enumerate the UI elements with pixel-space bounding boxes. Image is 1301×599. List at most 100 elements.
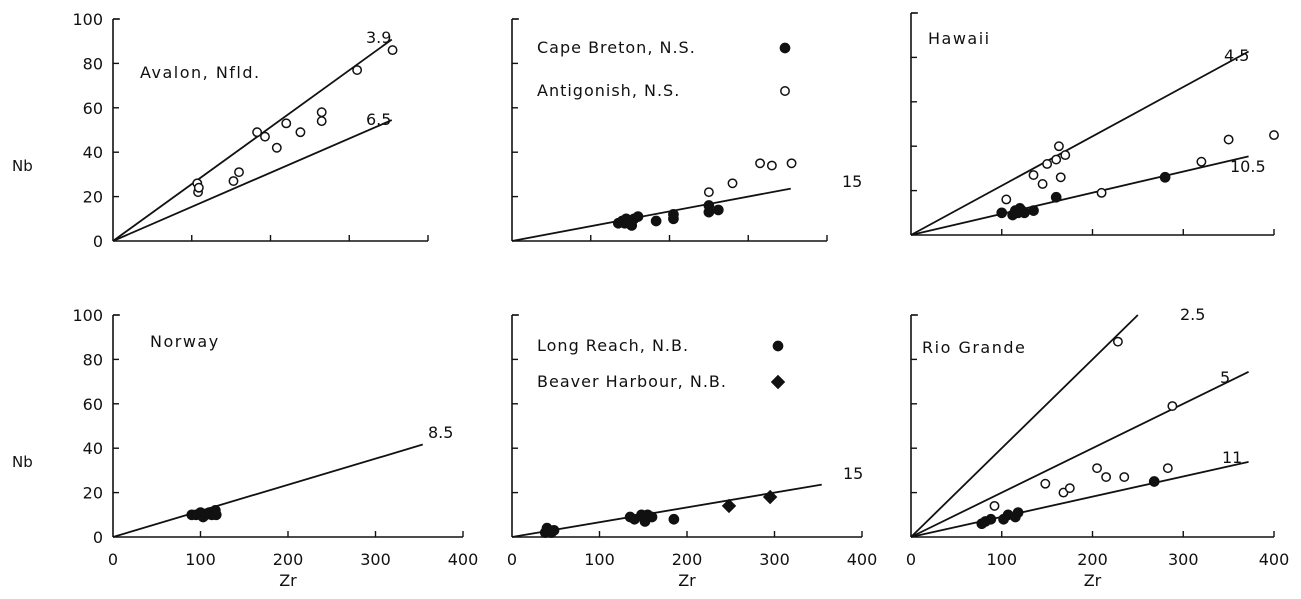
ratio-line: [112, 38, 393, 242]
ratio-line: [112, 443, 424, 538]
x-tick-label: 300: [360, 550, 391, 569]
legend-label: Beaver Harbour, N.B.: [537, 372, 727, 391]
legend-marker: [779, 42, 791, 54]
y-tick-label: 80: [83, 350, 103, 369]
data-point: [1223, 134, 1234, 145]
data-point: [650, 215, 662, 227]
x-tick-label: 200: [273, 550, 304, 569]
y-tick-label: 40: [83, 439, 103, 458]
data-point: [762, 489, 778, 505]
data-point: [703, 206, 715, 218]
data-point: [1092, 463, 1102, 474]
panel-5: 0 100 200 300 400 Zr Long Reach, N.B. Beaver Ha…: [507, 314, 878, 590]
data-point: [1019, 207, 1030, 219]
ratio-line-label: 8.5: [428, 423, 453, 442]
panel-title: Norway: [150, 332, 220, 351]
y-tick-label: 80: [83, 54, 103, 73]
ratio-line: [910, 155, 1249, 236]
legend-marker: [780, 86, 790, 96]
data-point: [1055, 172, 1066, 183]
data-point: [234, 167, 244, 178]
data-point: [352, 65, 363, 76]
data-point: [316, 107, 327, 118]
y-tick-label: 100: [72, 306, 103, 325]
panel-title: Rio Grande: [922, 338, 1026, 357]
data-point: [1042, 159, 1053, 169]
data-point: [721, 498, 737, 514]
data-point: [260, 131, 270, 142]
ratio-line-label: 10.5: [1230, 157, 1266, 176]
data-point: [1050, 191, 1062, 203]
data-point: [766, 160, 777, 171]
legend-label: Long Reach, N.B.: [537, 336, 689, 355]
data-point: [668, 209, 679, 220]
y-tick-label: 0: [93, 528, 103, 547]
legend-label: Antigonish, N.S.: [537, 81, 680, 100]
data-point: [228, 176, 239, 187]
x-tick-label: 100: [986, 550, 1017, 569]
data-point: [786, 158, 797, 169]
ratio-line-label: 4.5: [1224, 46, 1249, 65]
data-point: [548, 524, 560, 536]
data-point: [387, 45, 398, 56]
y-axis-label: Nb: [12, 157, 33, 175]
data-point: [989, 500, 1000, 511]
x-tick-label: 200: [672, 550, 703, 569]
data-point: [632, 211, 644, 222]
data-point: [1064, 483, 1075, 494]
data-point: [1037, 178, 1048, 189]
x-tick-label: 300: [759, 550, 790, 569]
x-tick-label: 200: [1077, 550, 1108, 569]
ratio-line: [112, 119, 393, 242]
panel-title: Avalon, Nfld.: [140, 63, 261, 82]
y-tick-label: 40: [83, 143, 103, 162]
data-point: [755, 158, 766, 169]
x-axis-label: Zr: [678, 571, 696, 590]
legend-marker: [772, 340, 784, 352]
data-point: [1119, 472, 1130, 483]
data-point: [1196, 156, 1207, 167]
data-point: [1060, 150, 1071, 161]
x-axis-label: Zr: [1084, 571, 1102, 590]
x-tick-label: 400: [448, 550, 479, 569]
data-point: [1028, 170, 1039, 181]
x-tick-label: 0: [906, 550, 916, 569]
data-point: [210, 509, 222, 521]
data-point: [727, 178, 738, 189]
panel-2: Cape Breton, N.S. Antigonish, N.S. 15: [511, 18, 862, 242]
ratio-line-label: 3.9: [366, 28, 391, 47]
ratio-line: [910, 50, 1250, 236]
data-point: [712, 204, 724, 216]
data-point: [1012, 507, 1024, 518]
x-tick-label: 0: [507, 550, 517, 569]
ratio-line-label: 2.5: [1180, 305, 1205, 324]
ratio-line-label: 5: [1220, 368, 1230, 387]
ratio-line: [910, 314, 1139, 538]
data-point: [646, 511, 658, 523]
data-point: [295, 127, 306, 138]
y-axis-label: Nb: [12, 453, 33, 471]
panel-title: Hawaii: [928, 29, 991, 48]
panel-6: 0 100 200 300 400 Zr Rio Grande 2.5 5 11: [906, 305, 1289, 590]
y-tick-label: 60: [83, 395, 103, 414]
y-tick-label: 0: [93, 232, 103, 251]
ratio-line-label: 6.5: [366, 110, 391, 129]
ratio-line-label: 15: [843, 464, 863, 483]
data-point: [668, 513, 680, 525]
data-point: [1051, 154, 1062, 165]
data-point: [252, 127, 263, 138]
panel-1: 0 20 40 60 80 100 Nb Avalon, Nfld. 3.9 6.5: [12, 10, 429, 251]
data-point: [703, 187, 714, 198]
data-point: [1167, 401, 1178, 411]
y-tick-label: 60: [83, 99, 103, 118]
x-tick-label: 400: [847, 550, 878, 569]
panel-4: 0 20 40 60 80 100 0 100 200 300 400 Nb Zr Norway 8.5: [12, 306, 478, 590]
y-tick-label: 20: [83, 188, 103, 207]
data-point: [1269, 130, 1279, 141]
x-tick-label: 0: [108, 550, 118, 569]
data-point: [316, 116, 327, 127]
x-tick-label: 400: [1259, 550, 1290, 569]
ratio-line-label: 11: [1222, 448, 1242, 467]
ratio-line: [910, 461, 1249, 538]
